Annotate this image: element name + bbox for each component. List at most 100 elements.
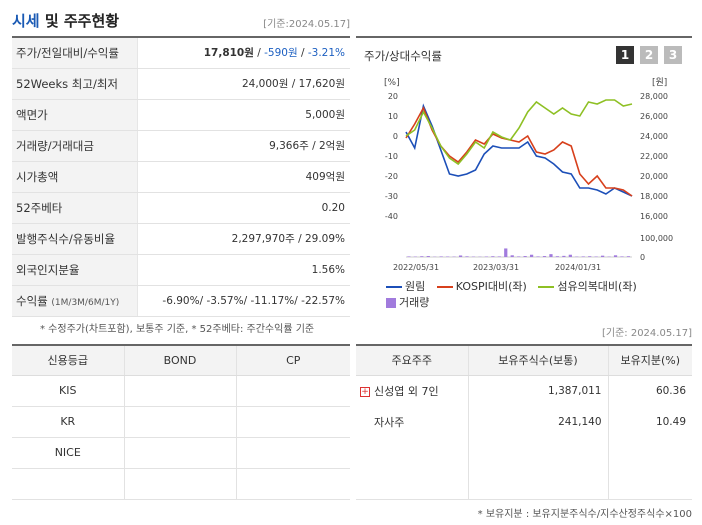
shares-row: 발행주식수/유동비율 2,297,970주 / 29.09% bbox=[12, 224, 350, 255]
52week-row: 52Weeks 최고/최저 24,000원 / 17,620원 bbox=[12, 69, 350, 100]
volume-tick-label: 100,000 bbox=[640, 234, 673, 243]
left-tick-label: -30 bbox=[385, 192, 398, 201]
holders-header-pct: 보유지분(%) bbox=[607, 345, 692, 376]
volume-bar bbox=[523, 256, 527, 257]
credit-agency bbox=[12, 468, 124, 500]
table-row bbox=[12, 468, 350, 500]
x-tick-label: 2022/05/31 bbox=[393, 263, 439, 272]
right-tick-label: 26,000 bbox=[640, 112, 668, 121]
volume-bar bbox=[504, 248, 508, 257]
volume-bar bbox=[497, 256, 501, 257]
beta-label: 52주베타 bbox=[12, 193, 138, 223]
holders-base-date: [기준: 2024.05.17] bbox=[601, 328, 692, 339]
market-cap-label: 시가총액 bbox=[12, 162, 138, 192]
left-tick-label: -10 bbox=[385, 152, 398, 161]
right-tick-label: 20,000 bbox=[640, 172, 668, 181]
credit-header-cp: CP bbox=[235, 345, 350, 376]
left-tick-label: -40 bbox=[385, 212, 398, 221]
right-tick-label: 24,000 bbox=[640, 132, 668, 141]
price-info-table: 주가/전일대비/수익률 17,810원 / -590원 / -3.21% 52W… bbox=[12, 36, 350, 317]
legend-volume: 거래량 bbox=[386, 294, 429, 310]
table-row: NICE bbox=[12, 437, 350, 469]
legend-kospi: KOSPI대비(좌) bbox=[436, 278, 527, 294]
left-tick-label: 10 bbox=[388, 112, 398, 121]
volume-bar bbox=[549, 254, 553, 257]
volume-bar bbox=[458, 255, 463, 257]
chart-tabs: 1 2 3 bbox=[616, 46, 682, 64]
chart-tab-3[interactable]: 3 bbox=[664, 46, 682, 64]
volume-bar bbox=[465, 256, 469, 257]
return-label: 수익률 (1M/3M/6M/1Y) bbox=[12, 286, 138, 316]
credit-header-rating: 신용등급 bbox=[12, 345, 124, 376]
page-title: 시세 및 주주현황 bbox=[12, 12, 120, 30]
volume-bar bbox=[426, 256, 430, 257]
base-date: [기준:2024.05.17] bbox=[263, 19, 350, 30]
beta-row: 52주베타 0.20 bbox=[12, 193, 350, 224]
holders-header-name: 주요주주 bbox=[356, 345, 468, 376]
chart-legend: 원림 KOSPI대비(좌) 섬유의복대비(좌) 거래량 bbox=[386, 278, 686, 310]
credit-agency: NICE bbox=[12, 437, 124, 469]
return-row: 수익률 (1M/3M/6M/1Y) -6.90%/ -3.57%/ -11.17%… bbox=[12, 286, 350, 317]
volume-bar bbox=[517, 256, 521, 257]
beta-value: 0.20 bbox=[321, 202, 345, 214]
left-tick-label: 20 bbox=[388, 92, 398, 101]
volume-bar bbox=[510, 255, 514, 257]
left-axis-unit: [%] bbox=[384, 78, 400, 88]
price-value: 17,810원 / -590원 / -3.21% bbox=[203, 47, 345, 59]
left-tick-label: -20 bbox=[385, 172, 398, 181]
table-row bbox=[356, 437, 692, 500]
table-row: 자사주 241,140 10.49 bbox=[356, 406, 692, 437]
expand-plus-icon[interactable]: + bbox=[360, 386, 370, 397]
volume-bar bbox=[568, 254, 572, 257]
volume-value: 9,366주 / 2억원 bbox=[269, 140, 345, 152]
volume-bar bbox=[529, 254, 534, 257]
holder-pct: 10.49 bbox=[607, 406, 692, 437]
volume-bar bbox=[542, 256, 547, 257]
volume-bar bbox=[613, 255, 618, 257]
table-row: + 신성엽 외 7인 1,387,011 60.36 bbox=[356, 375, 692, 406]
52week-value: 24,000원 / 17,620원 bbox=[241, 78, 345, 90]
chart-tab-1[interactable]: 1 bbox=[616, 46, 634, 64]
foreign-value: 1.56% bbox=[311, 264, 345, 276]
market-cap-value: 409억원 bbox=[305, 171, 345, 183]
series-line-0 bbox=[405, 103, 633, 197]
credit-agency: KR bbox=[12, 406, 124, 438]
x-tick-label: 2024/01/31 bbox=[555, 263, 601, 272]
chart-tab-2[interactable]: 2 bbox=[640, 46, 658, 64]
x-tick-label: 2023/03/31 bbox=[473, 263, 519, 272]
market-cap-row: 시가총액 409억원 bbox=[12, 162, 350, 193]
holder-name[interactable]: + 신성엽 외 7인 bbox=[360, 384, 439, 398]
holder-name: 자사주 bbox=[374, 415, 405, 429]
volume-bar bbox=[588, 256, 592, 257]
volume-row: 거래량/거래대금 9,366주 / 2억원 bbox=[12, 131, 350, 162]
foreign-label: 외국인지분율 bbox=[12, 255, 138, 285]
par-value: 5,000원 bbox=[305, 109, 345, 121]
price-label: 주가/전일대비/수익률 bbox=[12, 38, 138, 68]
volume-bar bbox=[555, 256, 560, 257]
major-holders-table: 주요주주 보유주식수(보통) 보유지분(%) + 신성엽 외 7인 1,387,0… bbox=[356, 344, 692, 500]
left-tick-label: 0 bbox=[393, 132, 398, 141]
table-row: KIS bbox=[12, 375, 350, 407]
holder-shares: 1,387,011 bbox=[467, 375, 608, 406]
volume-bar bbox=[439, 256, 443, 257]
volume-bar bbox=[620, 256, 624, 257]
par-value-label: 액면가 bbox=[12, 100, 138, 130]
volume-bar bbox=[536, 256, 540, 257]
volume-bar bbox=[491, 256, 495, 257]
volume-bar bbox=[581, 256, 585, 257]
volume-bar bbox=[626, 256, 631, 257]
volume-bar bbox=[407, 256, 411, 257]
holder-shares: 241,140 bbox=[467, 406, 608, 437]
chart-title: 주가/상대수익률 bbox=[364, 49, 442, 63]
table-row: KR bbox=[12, 406, 350, 438]
credit-header-bond: BOND bbox=[123, 345, 236, 376]
right-axis-unit: [원] bbox=[652, 77, 667, 88]
52week-label: 52Weeks 최고/최저 bbox=[12, 69, 138, 99]
relative-return-chart: [%] [원] 20 10 0 -10 -20 -30 -40 28,000 26,000 24,00… bbox=[384, 77, 673, 272]
series-line-1 bbox=[405, 106, 633, 197]
series-line-2 bbox=[405, 99, 633, 166]
right-tick-label: 18,000 bbox=[640, 192, 668, 201]
volume-bar bbox=[562, 255, 566, 257]
legend-textile: 섬유의복대비(좌) bbox=[538, 278, 637, 294]
return-value: -6.90%/ -3.57%/ -11.17%/ -22.57% bbox=[162, 295, 345, 307]
